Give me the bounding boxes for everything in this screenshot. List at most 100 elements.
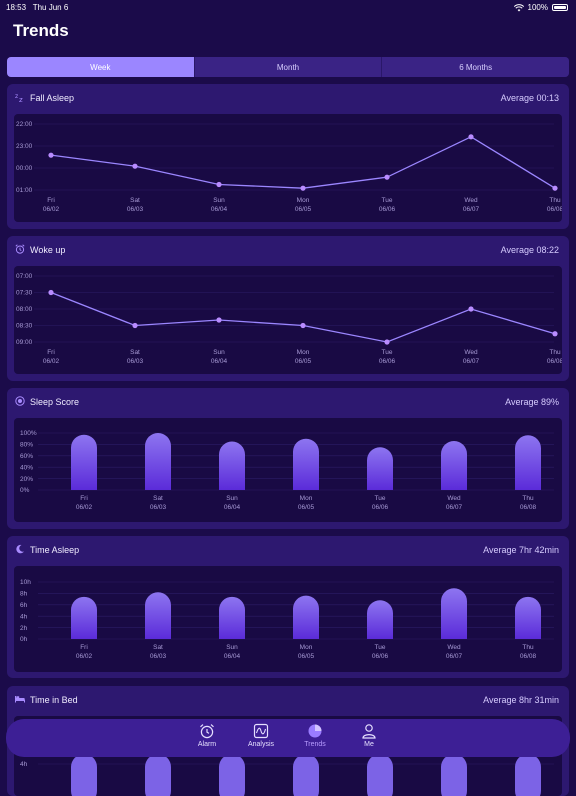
status-bar: 18:53 Thu Jun 6 100% bbox=[0, 0, 576, 14]
alarm-clock-icon bbox=[15, 244, 25, 254]
data-bar bbox=[441, 754, 467, 796]
sleep-score-bar-chart: 100% 80% 60% 40% 20% 0% Fri 06/02 Sat 06/03 Sun 06/… bbox=[20, 430, 554, 511]
data-bar bbox=[71, 434, 97, 490]
x-tick-day: Mon bbox=[297, 349, 310, 356]
y-tick-label: 07:00 bbox=[16, 273, 33, 280]
data-bar bbox=[293, 438, 319, 490]
y-tick-label: 00:00 bbox=[16, 165, 33, 172]
series-line bbox=[50, 291, 556, 343]
fall-asleep-chart: 22:00 23:00 00:00 01:00 Fri 06/02 Sat 06/03 Sun 0… bbox=[14, 114, 562, 222]
x-tick-day: Sat bbox=[130, 197, 140, 204]
tabbar-me[interactable]: Me bbox=[344, 723, 394, 755]
y-tick-label: 20% bbox=[20, 476, 33, 483]
alarm-icon bbox=[200, 724, 214, 739]
data-bar bbox=[145, 592, 171, 639]
card-header: Time Asleep Average 7hr 42min bbox=[15, 543, 559, 557]
y-tick-label: 0% bbox=[20, 487, 30, 494]
data-bar bbox=[293, 595, 319, 639]
y-tick-label: 60% bbox=[20, 453, 33, 460]
x-tick-day: Sun bbox=[213, 349, 225, 356]
y-tick-label: 10h bbox=[20, 579, 31, 586]
y-tick-label: 80% bbox=[20, 442, 33, 449]
person-icon bbox=[362, 724, 376, 739]
status-right: 100% bbox=[513, 3, 568, 12]
data-point bbox=[132, 163, 138, 169]
x-tick-date: 06/06 bbox=[379, 206, 396, 213]
x-tick-date: 06/03 bbox=[127, 206, 144, 213]
tabbar-alarm[interactable]: Alarm bbox=[182, 723, 232, 755]
tab-week[interactable]: Week bbox=[7, 57, 194, 77]
x-tick-date: 06/08 bbox=[520, 653, 537, 660]
page-title: Trends bbox=[13, 21, 69, 40]
data-point bbox=[468, 134, 474, 140]
data-bar bbox=[441, 588, 467, 639]
x-tick-day: Wed bbox=[447, 644, 461, 651]
time-asleep-card[interactable]: Time Asleep Average 7hr 42min 10h 8h 6h 4h 2… bbox=[7, 536, 569, 678]
target-icon bbox=[15, 396, 25, 406]
data-point bbox=[216, 317, 222, 323]
card-average: Average 08:22 bbox=[500, 245, 559, 255]
x-tick-date: 06/05 bbox=[298, 504, 315, 511]
x-tick-day: Sat bbox=[153, 644, 163, 651]
x-tick-day: Fri bbox=[47, 197, 55, 204]
bed-icon bbox=[15, 696, 25, 703]
x-tick-day: Tue bbox=[375, 644, 386, 651]
x-tick-day: Sun bbox=[226, 644, 238, 651]
sleep-score-chart: 100% 80% 60% 40% 20% 0% Fri 06/02 Sat 06/03 Sun 06/… bbox=[14, 418, 562, 522]
x-tick-date: 06/02 bbox=[76, 653, 93, 660]
tabbar-analysis[interactable]: Analysis bbox=[236, 723, 286, 755]
x-tick-date: 06/07 bbox=[463, 206, 480, 213]
x-tick-date: 06/08 bbox=[547, 358, 562, 365]
y-tick-label: 6h bbox=[20, 602, 28, 609]
y-tick-label: 0h bbox=[20, 636, 28, 643]
pie-chart-icon bbox=[308, 724, 322, 738]
data-bar bbox=[145, 754, 171, 796]
x-tick-day: Mon bbox=[297, 197, 310, 204]
x-tick-day: Thu bbox=[522, 495, 534, 502]
y-tick-label: 08:00 bbox=[16, 306, 33, 313]
y-tick-label: 09:00 bbox=[16, 339, 33, 346]
x-tick-date: 06/03 bbox=[150, 504, 167, 511]
status-date: Thu Jun 6 bbox=[32, 3, 69, 12]
x-tick-day: Tue bbox=[382, 349, 393, 356]
y-tick-label: 40% bbox=[20, 464, 33, 471]
wifi-icon bbox=[513, 3, 524, 11]
status-time: 18:53 Thu Jun 6 bbox=[6, 3, 69, 12]
y-tick-label: 01:00 bbox=[16, 187, 33, 194]
tab-month[interactable]: Month bbox=[194, 57, 382, 77]
card-title: Sleep Score bbox=[30, 397, 80, 407]
card-header: Sleep Score Average 89% bbox=[15, 395, 559, 409]
data-bar bbox=[293, 754, 319, 796]
data-bar bbox=[441, 440, 467, 490]
data-bar bbox=[71, 596, 97, 639]
x-tick-day: Sat bbox=[153, 495, 163, 502]
y-tick-label: 22:00 bbox=[16, 121, 33, 128]
tabbar-label: Me bbox=[364, 741, 374, 748]
tabbar-label: Analysis bbox=[247, 741, 275, 748]
data-point bbox=[300, 322, 306, 329]
x-tick-day: Thu bbox=[549, 349, 561, 356]
bottom-tab-bar: Alarm Analysis Trends Me bbox=[6, 719, 570, 757]
x-tick-day: Fri bbox=[80, 644, 88, 651]
x-tick-date: 06/03 bbox=[127, 358, 144, 365]
tab-6-months[interactable]: 6 Months bbox=[382, 57, 569, 77]
tabbar-trends[interactable]: Trends bbox=[290, 723, 340, 755]
data-point bbox=[300, 185, 306, 191]
data-point bbox=[216, 181, 222, 188]
woke-up-card[interactable]: Woke up Average 08:22 07:00 07:30 08:00 08:… bbox=[7, 236, 569, 381]
data-point bbox=[48, 289, 54, 296]
x-tick-date: 06/06 bbox=[372, 653, 389, 660]
sleep-score-card[interactable]: Sleep Score Average 89% 100% 80% 60% 40% 20%… bbox=[7, 388, 569, 529]
data-bar bbox=[71, 754, 97, 796]
x-tick-day: Mon bbox=[300, 644, 313, 651]
data-bar bbox=[219, 441, 245, 490]
x-tick-date: 06/04 bbox=[211, 358, 228, 365]
tabbar-label: Alarm bbox=[197, 741, 217, 748]
card-average: Average 7hr 42min bbox=[483, 545, 559, 555]
x-tick-date: 06/08 bbox=[547, 206, 562, 213]
data-bar bbox=[367, 754, 393, 796]
x-tick-day: Thu bbox=[522, 644, 534, 651]
